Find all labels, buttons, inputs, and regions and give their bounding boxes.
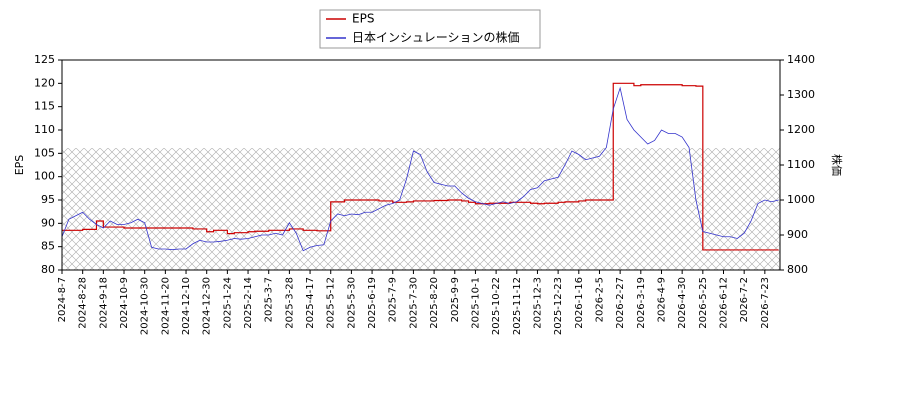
series-line (61, 86, 779, 252)
x-tick-label: 2025-4-17 (305, 277, 316, 329)
x-tick-label: 2024-10-30 (140, 277, 151, 335)
hatch-band (62, 148, 780, 270)
y2-tick-label: 1100 (787, 158, 815, 171)
y2-tick-label: 1400 (787, 53, 815, 66)
x-tick-label: 2025-5-30 (346, 277, 357, 329)
x-tick-label: 2025-7-9 (388, 277, 399, 322)
x-tick-label: 2024-8-28 (78, 277, 89, 329)
x-tick-label: 2025-8-20 (429, 277, 440, 329)
x-tick-label: 2024-8-7 (57, 277, 68, 322)
legend-label: 日本インシュレーションの株価 (352, 30, 520, 45)
y2-axis-label: 株価 (830, 154, 844, 176)
x-tick-label: 2024-9-18 (98, 277, 109, 329)
x-tick-label: 2024-12-10 (181, 277, 192, 335)
x-tick-label: 2025-6-19 (367, 277, 378, 329)
x-tick-label: 2025-1-24 (222, 277, 233, 329)
y2-tick-label: 900 (787, 228, 808, 241)
x-tick-label: 2026-7-2 (739, 277, 750, 322)
x-tick-label: 2025-3-28 (284, 277, 295, 329)
y-tick-label: 110 (34, 123, 55, 136)
y-tick-label: 115 (34, 100, 55, 113)
x-tick-label: 2026-6-12 (718, 277, 729, 329)
legend (319, 9, 541, 49)
legend-label: EPS (352, 12, 374, 26)
y-tick-label: 95 (41, 193, 55, 206)
y-tick-label: 90 (41, 216, 55, 229)
y-tick-label: 100 (34, 170, 55, 183)
x-tick-label: 2025-9-9 (450, 277, 461, 322)
y2-tick-label: 1300 (787, 88, 815, 101)
x-tick-label: 2026-3-19 (636, 277, 647, 329)
plot-frame (61, 59, 781, 271)
x-tick-label: 2025-2-14 (243, 277, 254, 329)
x-tick-label: 2026-5-25 (698, 277, 709, 329)
x-tick-label: 2025-12-3 (532, 277, 543, 329)
y2-tick-label: 800 (787, 263, 808, 276)
x-tick-label: 2026-1-16 (574, 277, 585, 329)
y-tick-label: 120 (34, 76, 55, 89)
y-tick-label: 80 (41, 263, 55, 276)
x-tick-label: 2025-10-1 (470, 277, 481, 329)
y-tick-label: 105 (34, 146, 55, 159)
x-tick-label: 2026-4-9 (656, 277, 667, 322)
x-tick-label: 2025-3-7 (264, 277, 275, 322)
x-tick-label: 2026-7-23 (760, 277, 771, 329)
x-tick-label: 2026-2-5 (594, 277, 605, 322)
series-line (62, 82, 779, 251)
y-axis-label: EPS (13, 155, 26, 176)
x-tick-label: 2025-11-12 (512, 277, 523, 335)
y2-tick-label: 1200 (787, 123, 815, 136)
x-tick-label: 2024-10-9 (119, 277, 130, 329)
y-tick-label: 85 (41, 240, 55, 253)
x-tick-label: 2025-12-23 (553, 277, 564, 335)
x-tick-label: 2024-11-20 (160, 277, 171, 335)
x-tick-label: 2026-2-27 (615, 277, 626, 329)
x-tick-label: 2025-7-30 (408, 277, 419, 329)
y-tick-label: 125 (34, 53, 55, 66)
y2-tick-label: 1000 (787, 193, 815, 206)
x-tick-label: 2024-12-30 (202, 277, 213, 335)
x-tick-label: 2025-10-22 (491, 277, 502, 335)
x-tick-label: 2026-4-30 (677, 277, 688, 329)
x-tick-label: 2025-5-12 (326, 277, 337, 329)
